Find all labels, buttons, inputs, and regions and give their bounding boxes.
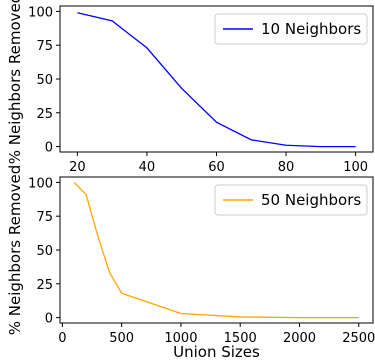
top-legend-box <box>214 13 368 45</box>
top-x-tick-label: 60 <box>208 160 225 175</box>
bottom-chart-x-axis-label: Union Sizes <box>173 343 260 361</box>
bottom-y-tick-label: 75 <box>36 210 53 225</box>
bottom-y-tick-label: 100 <box>28 176 53 191</box>
top-y-tick-label: 0 <box>45 141 53 156</box>
bottom-x-tick-label: 500 <box>109 331 134 346</box>
top-legend-label: 10 Neighbors <box>261 20 361 38</box>
bottom-x-tick-label: 2000 <box>283 331 316 346</box>
top-chart-panel: 0 25 50 75 100 20 40 60 80 100 10 Neighbors <box>28 5 374 175</box>
bottom-legend-box <box>214 184 368 216</box>
bottom-chart-y-axis-label: % Neighbors Removed <box>6 165 24 336</box>
bottom-legend-label: 50 Neighbors <box>261 191 361 209</box>
top-y-tick-label: 25 <box>36 107 53 122</box>
bottom-y-tick-label: 50 <box>36 244 53 259</box>
bottom-x-tick-label: 0 <box>58 331 66 346</box>
bottom-x-tick-label: 1500 <box>224 331 257 346</box>
bottom-y-tick-label: 25 <box>36 278 53 293</box>
bottom-y-tick-label: 0 <box>45 312 53 327</box>
top-chart-y-axis-label: % Neighbors Removed <box>6 0 24 164</box>
top-x-tick-label: 20 <box>69 160 86 175</box>
top-x-tick-label: 100 <box>343 160 368 175</box>
top-series-line <box>77 12 356 148</box>
bottom-chart-panel: 0 25 50 75 100 0 500 1000 1500 2000 2500 50 Neigh… <box>28 176 375 346</box>
top-chart-legend: 10 Neighbors <box>214 13 368 45</box>
bottom-x-tick-label: 2500 <box>342 331 375 346</box>
top-y-tick-label: 50 <box>36 73 53 88</box>
bottom-chart-legend: 50 Neighbors <box>214 184 368 216</box>
bottom-series-line <box>73 181 359 319</box>
bottom-x-tick-label: 1000 <box>164 331 197 346</box>
top-y-tick-label: 100 <box>28 5 53 20</box>
top-y-tick-label: 75 <box>36 39 53 54</box>
top-x-tick-label: 40 <box>139 160 156 175</box>
top-x-tick-label: 80 <box>278 160 295 175</box>
